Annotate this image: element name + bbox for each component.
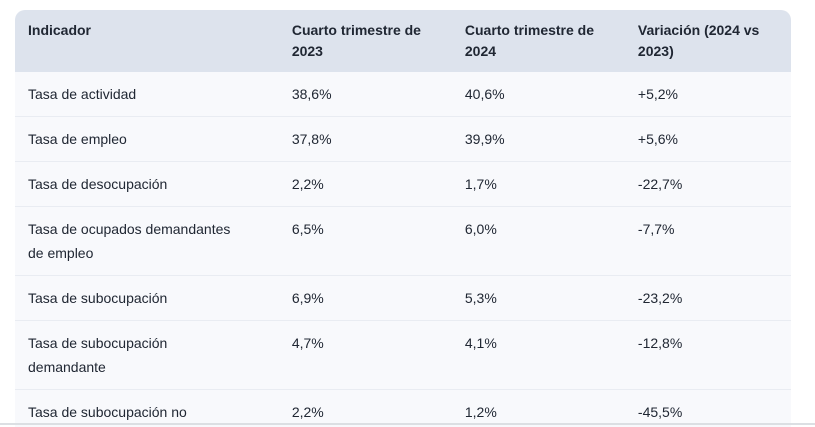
value-cell-2023: 4,7% <box>291 335 324 351</box>
table-row: Tasa de empleo 37,8% 39,9% +5,6% <box>15 116 791 161</box>
value-cell-2023: 37,8% <box>291 131 332 147</box>
table-row: Tasa de subocupación demandante 4,7% 4,1… <box>15 320 791 389</box>
table-row: Tasa de desocupación 2,2% 1,7% -22,7% <box>15 161 791 206</box>
value-cell-2024: 40,6% <box>464 86 505 102</box>
bottom-divider <box>0 423 815 425</box>
value-cell-variation: +5,2% <box>637 86 679 102</box>
value-cell-2023: 6,5% <box>291 221 324 237</box>
value-cell-2023: 2,2% <box>291 404 324 420</box>
value-cell-2023: 6,9% <box>291 290 324 306</box>
table-row: Tasa de subocupación 6,9% 5,3% -23,2% <box>15 275 791 320</box>
value-cell-2023: 2,2% <box>291 176 324 192</box>
table-body: Tasa de actividad 38,6% 40,6% +5,2% Tasa… <box>15 72 791 427</box>
value-cell-2024: 4,1% <box>464 335 497 351</box>
value-cell-variation: -45,5% <box>637 404 683 420</box>
value-cell-variation: -23,2% <box>637 290 683 306</box>
indicator-cell: Tasa de subocupación no demandante <box>28 404 187 420</box>
value-cell-2024: 39,9% <box>464 131 505 147</box>
value-cell-2024: 1,2% <box>464 404 497 420</box>
value-cell-variation: -7,7% <box>637 221 675 237</box>
value-cell-variation: +5,6% <box>637 131 679 147</box>
header-cell-q4-2024: Cuarto trimestre de 2024 <box>464 22 595 59</box>
table-header-row: Indicador Cuarto trimestre de 2023 Cuart… <box>15 10 791 72</box>
indicator-cell: Tasa de subocupación <box>28 290 168 306</box>
value-cell-2024: 6,0% <box>464 221 497 237</box>
value-cell-2024: 1,7% <box>464 176 497 192</box>
indicator-cell: Tasa de desocupación <box>28 176 168 192</box>
indicator-cell: Tasa de actividad <box>28 86 137 102</box>
value-cell-variation: -12,8% <box>637 335 683 351</box>
table-row: Tasa de subocupación no demandante 2,2% … <box>15 389 791 427</box>
header-cell-variation: Variación (2024 vs 2023) <box>637 22 760 59</box>
table-row: Tasa de actividad 38,6% 40,6% +5,2% <box>15 72 791 116</box>
indicator-cell: Tasa de subocupación demandante <box>28 335 168 375</box>
value-cell-variation: -22,7% <box>637 176 683 192</box>
indicators-table: Indicador Cuarto trimestre de 2023 Cuart… <box>15 10 791 427</box>
indicator-cell: Tasa de ocupados demandantes de empleo <box>28 221 231 261</box>
value-cell-2023: 38,6% <box>291 86 332 102</box>
indicator-cell: Tasa de empleo <box>28 131 127 147</box>
table-row: Tasa de ocupados demandantes de empleo 6… <box>15 206 791 275</box>
value-cell-2024: 5,3% <box>464 290 497 306</box>
header-cell-q4-2023: Cuarto trimestre de 2023 <box>291 22 421 59</box>
header-cell-indicator: Indicador <box>28 22 92 38</box>
